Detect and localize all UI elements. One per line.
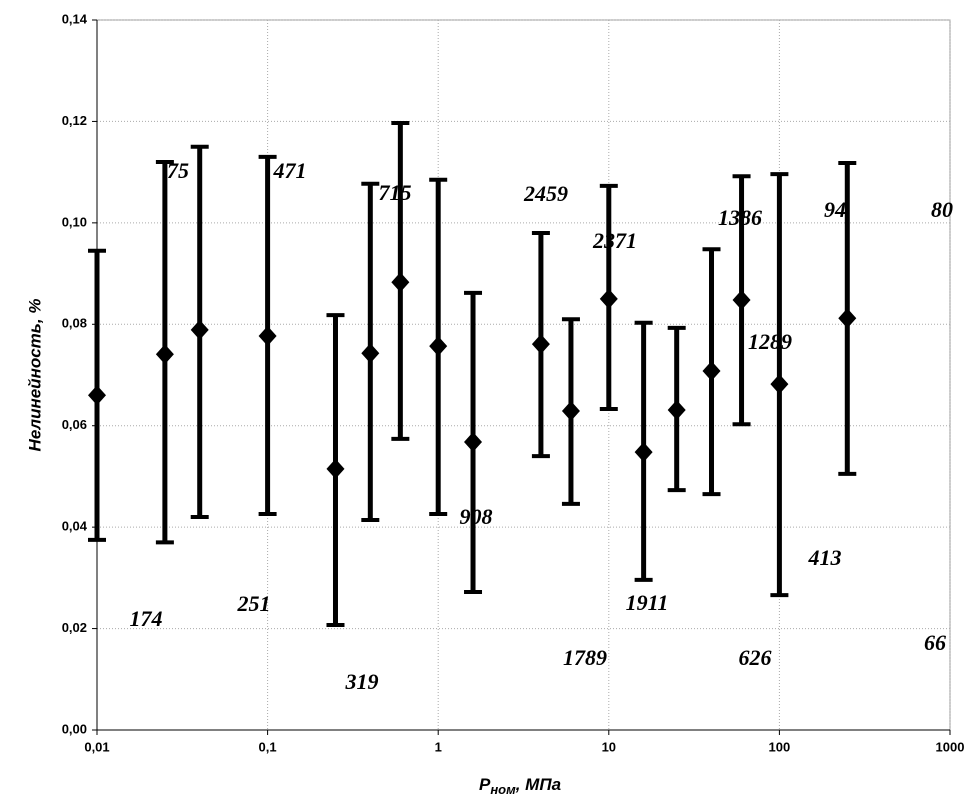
marker [326, 458, 345, 479]
marker [88, 385, 106, 406]
plot-frame [96, 19, 951, 731]
x-label-main: P [479, 775, 491, 794]
x-label-sub: ном [490, 782, 516, 797]
x-label-rest: , МПа [515, 775, 561, 794]
marker [190, 319, 209, 340]
annotation: 319 [345, 669, 379, 694]
marker [429, 336, 448, 357]
annotation: 174 [130, 606, 163, 631]
x-tick-label: 100 [769, 739, 791, 754]
annotation: 626 [739, 645, 772, 670]
annotation: 75 [167, 158, 189, 183]
marker [258, 325, 277, 346]
marker [770, 374, 789, 395]
marker [391, 272, 410, 293]
x-tick-label: 1 [435, 739, 442, 754]
marker [599, 288, 618, 309]
annotation: 94 [824, 197, 846, 222]
annotation: 80 [931, 197, 953, 222]
annotation: 2371 [592, 228, 637, 253]
annotation: 413 [808, 545, 842, 570]
y-tick-label: 0,02 [62, 620, 87, 635]
y-tick-label: 0,10 [62, 214, 87, 229]
annotation: 1789 [563, 645, 607, 670]
annotation: 1386 [718, 205, 762, 230]
marker [702, 360, 721, 381]
y-tick-label: 0,08 [62, 316, 87, 331]
marker [634, 442, 653, 463]
x-tick-label: 10 [602, 739, 616, 754]
annotation: 2459 [523, 181, 568, 206]
marker [155, 344, 174, 365]
marker [531, 334, 550, 355]
y-tick-label: 0,00 [62, 721, 87, 736]
marker [838, 308, 857, 329]
x-tick-label: 0,1 [259, 739, 277, 754]
annotation: 251 [237, 591, 271, 616]
annotation: 66 [924, 630, 946, 655]
x-tick-label: 0,01 [84, 739, 109, 754]
annotation: 471 [273, 158, 307, 183]
y-tick-label: 0,06 [62, 417, 87, 432]
y-tick-label: 0,04 [62, 519, 88, 534]
marker [561, 401, 580, 422]
annotation: 715 [379, 180, 412, 205]
y-tick-label: 0,12 [62, 113, 87, 128]
x-axis-label: Pном, МПа [479, 775, 561, 797]
annotation: 908 [460, 504, 493, 529]
annotation: 1289 [748, 329, 792, 354]
annotation: 1911 [626, 590, 669, 615]
x-tick-label: 1000 [936, 739, 965, 754]
marker [667, 399, 686, 420]
marker [732, 289, 751, 310]
y-axis-label: Нелинейность, % [25, 299, 44, 452]
marker [361, 343, 380, 364]
y-tick-label: 0,14 [62, 11, 88, 26]
marker [464, 431, 483, 452]
